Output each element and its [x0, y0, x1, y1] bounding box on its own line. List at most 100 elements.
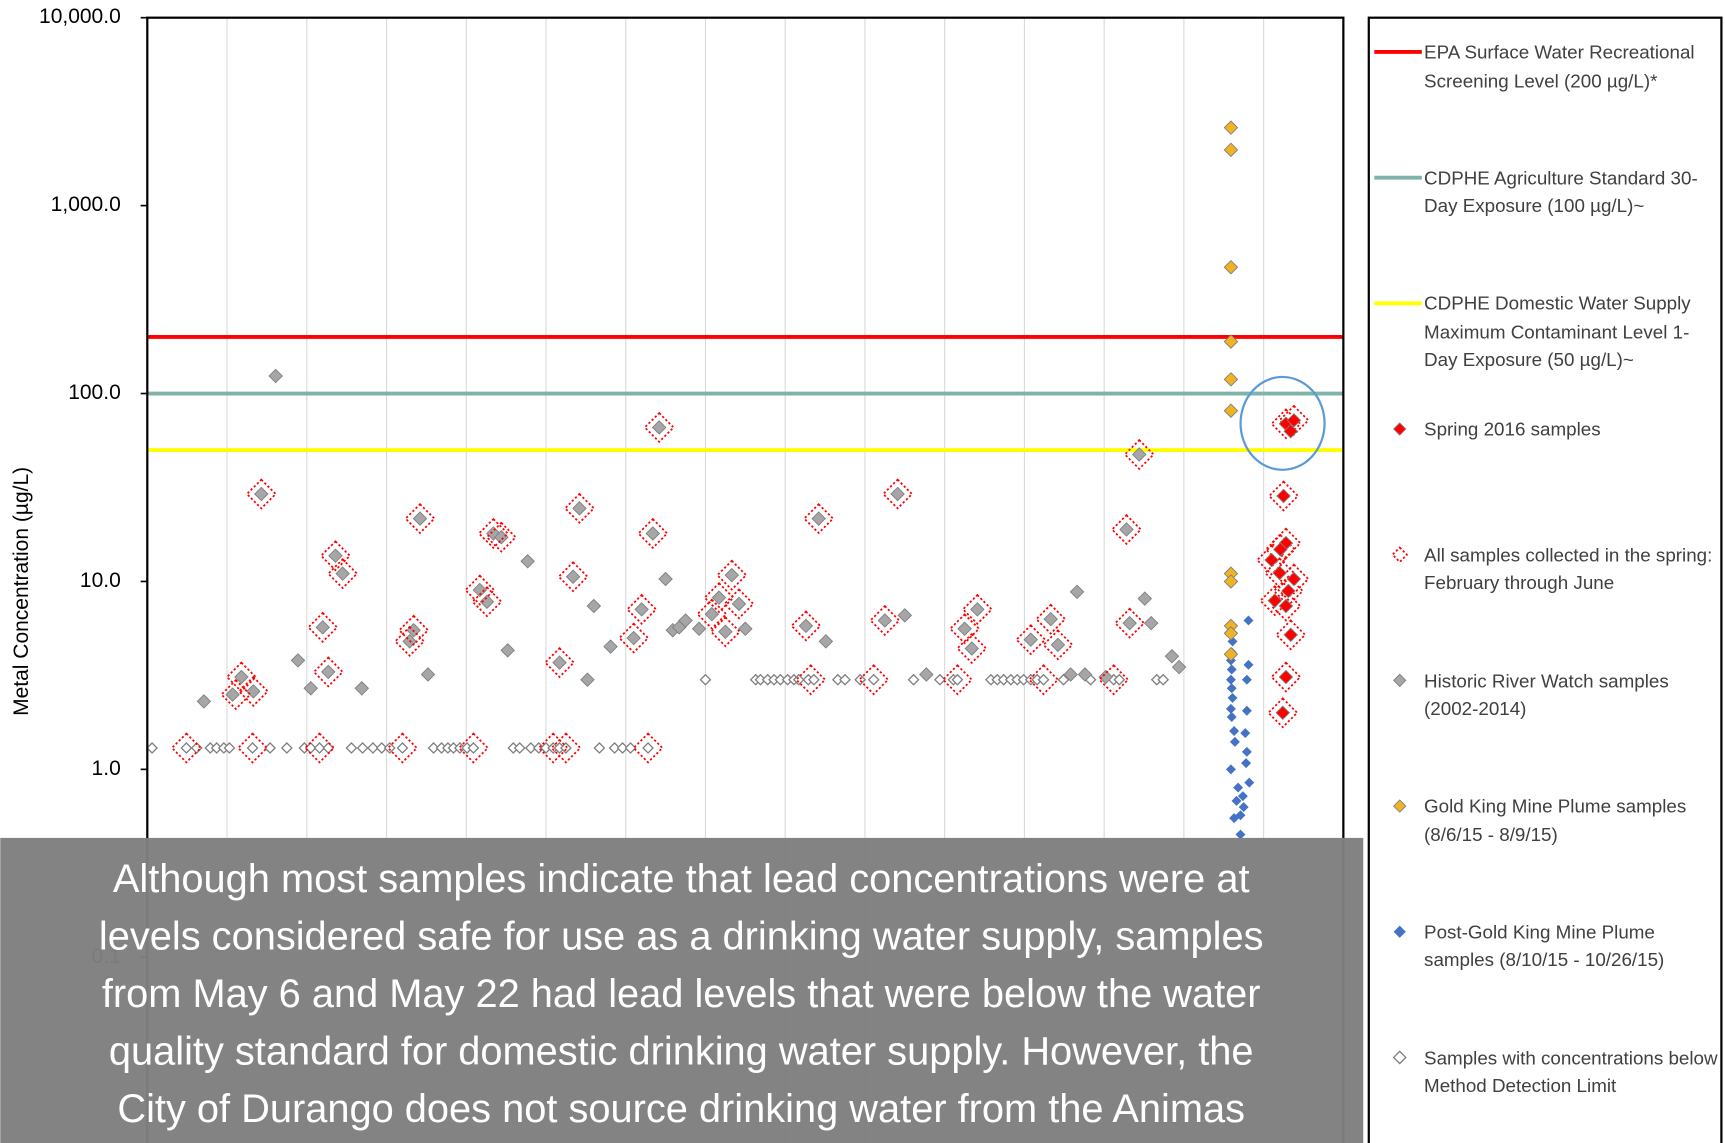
caption-line: from May 6 and May 22 had lead levels th… — [102, 972, 1261, 1016]
data-point — [618, 622, 650, 654]
caption-box — [0, 837, 1364, 1143]
legend-text-box: Post-Gold King Mine Plume samples (8/10/… — [1424, 921, 1665, 971]
legend-swatch — [1393, 799, 1407, 813]
data-point — [1237, 791, 1248, 802]
data-point — [319, 540, 352, 572]
data-point — [691, 621, 707, 637]
data-point — [1119, 522, 1134, 537]
data-point — [1223, 372, 1239, 387]
data-point — [811, 511, 826, 526]
data-point — [1035, 603, 1067, 635]
data-point — [1231, 795, 1242, 806]
data-point — [524, 742, 537, 754]
legend-label: All samples collected in the spring: Feb… — [1424, 544, 1713, 594]
data-point — [948, 613, 981, 645]
data-point — [626, 630, 641, 646]
data-point — [877, 613, 893, 628]
y-tick-label: 1,000.0 — [51, 193, 121, 216]
caption-line: City of Durango does not source drinking… — [117, 1087, 1245, 1131]
data-point — [1223, 142, 1239, 158]
data-point — [1225, 674, 1236, 685]
data-point — [225, 687, 240, 702]
data-point — [1240, 728, 1251, 739]
data-point — [383, 742, 396, 754]
data-point — [1110, 513, 1143, 546]
data-point — [643, 411, 675, 444]
data-point — [1243, 615, 1254, 626]
data-point — [268, 368, 283, 384]
legend-label: Gold King Mine Plume samples (8/6/15 - 8… — [1424, 796, 1687, 846]
data-point — [427, 742, 440, 754]
data-point — [642, 742, 654, 754]
data-point — [1241, 758, 1252, 769]
data-point — [237, 675, 269, 708]
data-point — [1043, 611, 1058, 627]
data-point — [467, 742, 480, 754]
plot-frame — [146, 16, 1345, 1143]
data-point — [246, 684, 261, 699]
data-point — [1227, 692, 1238, 703]
data-point — [1233, 782, 1244, 793]
data-point — [367, 742, 379, 754]
data-point — [1259, 585, 1291, 617]
data-point — [941, 664, 974, 696]
data-point — [632, 732, 664, 764]
data-point — [397, 614, 430, 646]
data-point — [1226, 712, 1237, 722]
data-point — [457, 732, 490, 764]
data-point — [854, 673, 867, 686]
caption-line: Although most samples indicate that lead… — [113, 857, 1250, 901]
data-point — [375, 742, 388, 754]
data-point — [858, 664, 890, 696]
data-point — [170, 732, 202, 764]
data-point — [322, 742, 335, 754]
data-point — [1027, 664, 1060, 696]
data-point — [196, 694, 212, 709]
data-point — [919, 667, 934, 682]
data-point — [356, 742, 369, 754]
data-point — [552, 655, 567, 670]
data-point — [1223, 626, 1239, 641]
data-point — [280, 742, 293, 754]
data-point — [315, 620, 330, 635]
data-point — [1275, 705, 1291, 721]
legend-label: Spring 2016 samples — [1424, 419, 1601, 441]
data-point — [472, 582, 488, 598]
legend-label: EPA Surface Water Recreational Screening… — [1424, 42, 1695, 92]
data-point — [290, 653, 306, 668]
data-point — [479, 594, 495, 609]
legend-label: Post-Gold King Mine Plume samples (8/10/… — [1424, 921, 1665, 971]
data-point — [956, 632, 988, 665]
data-point — [307, 611, 339, 643]
data-point — [1098, 664, 1130, 696]
data-point — [658, 571, 673, 587]
data-point — [520, 554, 535, 569]
data-point — [264, 742, 277, 754]
data-point — [1226, 664, 1237, 675]
data-point — [327, 558, 359, 590]
marks-layer — [146, 120, 1344, 840]
y-tick-label: 10.0 — [80, 569, 121, 592]
caption-line: quality standard for domestic drinking w… — [109, 1030, 1254, 1074]
data-point — [586, 598, 602, 614]
data-point — [1225, 764, 1236, 775]
data-point — [703, 582, 735, 614]
data-point — [716, 559, 748, 591]
data-point — [537, 732, 569, 764]
data-point — [1244, 777, 1255, 788]
data-point — [704, 606, 720, 622]
data-point — [234, 669, 249, 685]
data-point — [513, 742, 526, 754]
data-point — [718, 624, 733, 639]
data-point — [563, 492, 596, 524]
data-point — [312, 656, 344, 688]
legend-text-box: Gold King Mine Plume samples (8/6/15 - 8… — [1424, 796, 1687, 846]
data-point — [961, 593, 993, 626]
data-point — [236, 732, 269, 764]
data-point — [651, 420, 667, 435]
data-point — [386, 732, 419, 764]
data-point — [1281, 583, 1296, 599]
data-point — [246, 742, 259, 754]
data-point — [1264, 552, 1279, 568]
